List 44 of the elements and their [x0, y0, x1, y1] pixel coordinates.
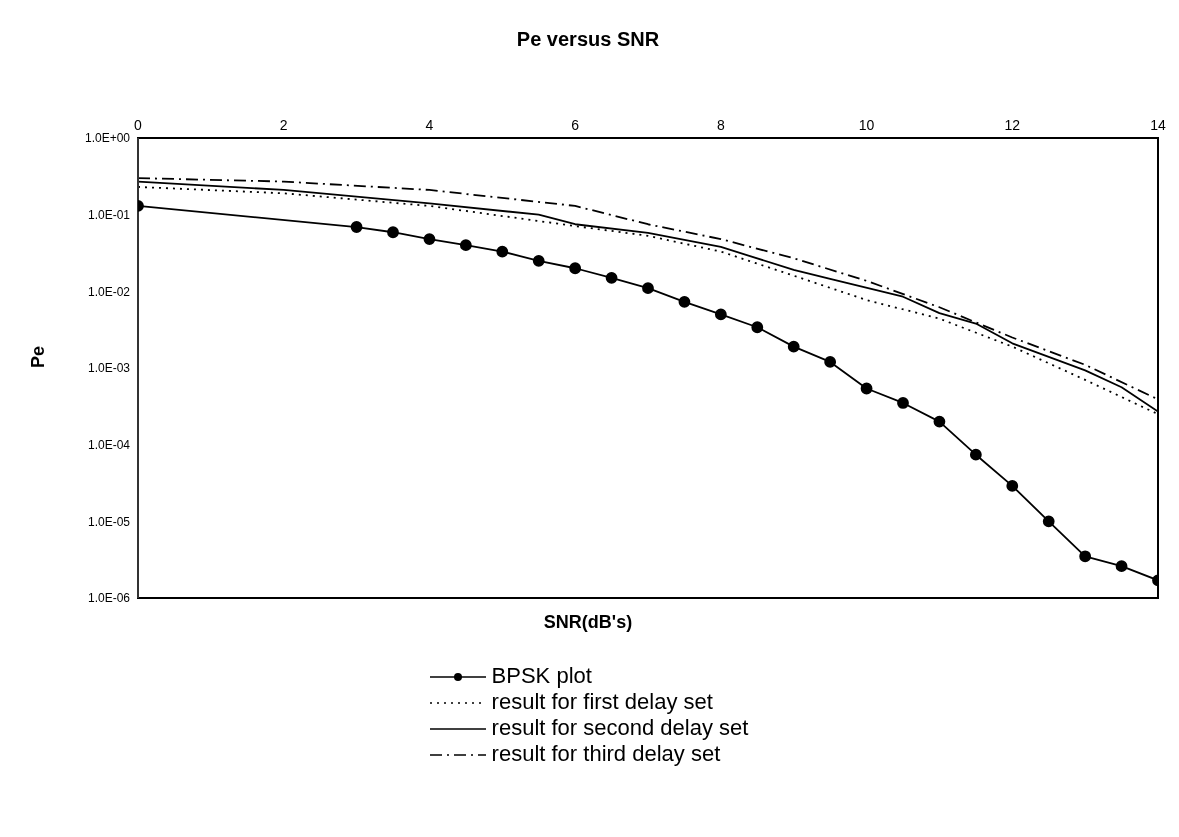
- y-tick-label: 1.0E+00: [84, 131, 131, 146]
- y-axis-title: Pe: [28, 345, 49, 368]
- point: [1042, 515, 1055, 528]
- point: [1006, 479, 1019, 492]
- x-tick-label: 2: [279, 117, 288, 133]
- x-tick-label: 12: [1004, 117, 1021, 133]
- point: [496, 245, 509, 258]
- legend-label: result for first delay set: [491, 689, 713, 714]
- y-tick-label: 1.0E-03: [87, 361, 131, 376]
- chart-title: Pe versus SNR: [515, 27, 661, 52]
- x-tick-label: 14: [1150, 117, 1166, 133]
- y-tick-label: 1.0E-02: [87, 284, 131, 299]
- point: [350, 221, 363, 233]
- point: [642, 282, 654, 295]
- point: [423, 233, 436, 246]
- point: [1079, 550, 1092, 563]
- point: [1115, 560, 1128, 573]
- y-tick-label: 1.0E-01: [87, 207, 131, 222]
- x-axis-title: SNR(dB's): [542, 612, 634, 633]
- legend-label: result for third delay set: [491, 741, 721, 766]
- point: [714, 308, 727, 321]
- point: [933, 415, 946, 428]
- x-tick-label: 6: [571, 117, 580, 133]
- point: [569, 262, 582, 275]
- point: [387, 226, 399, 239]
- point: [459, 239, 472, 252]
- legend-label: BPSK plot: [491, 663, 592, 688]
- point: [605, 271, 618, 284]
- point: [824, 356, 837, 368]
- x-tick-label: 10: [858, 117, 875, 133]
- point: [751, 321, 764, 334]
- x-tick-label: 8: [716, 117, 725, 133]
- point: [678, 295, 691, 308]
- y-tick-label: 1.0E-06: [87, 591, 131, 606]
- point: [969, 448, 982, 461]
- point: [897, 397, 909, 409]
- x-tick-label: 0: [134, 117, 143, 133]
- y-tick-label: 1.0E-05: [87, 514, 131, 529]
- y-tick-label: 1.0E-04: [87, 437, 131, 452]
- point: [787, 340, 800, 353]
- point: [860, 382, 873, 395]
- point: [532, 254, 545, 267]
- x-tick-label: 4: [425, 117, 434, 133]
- legend-label: result for second delay set: [491, 715, 749, 740]
